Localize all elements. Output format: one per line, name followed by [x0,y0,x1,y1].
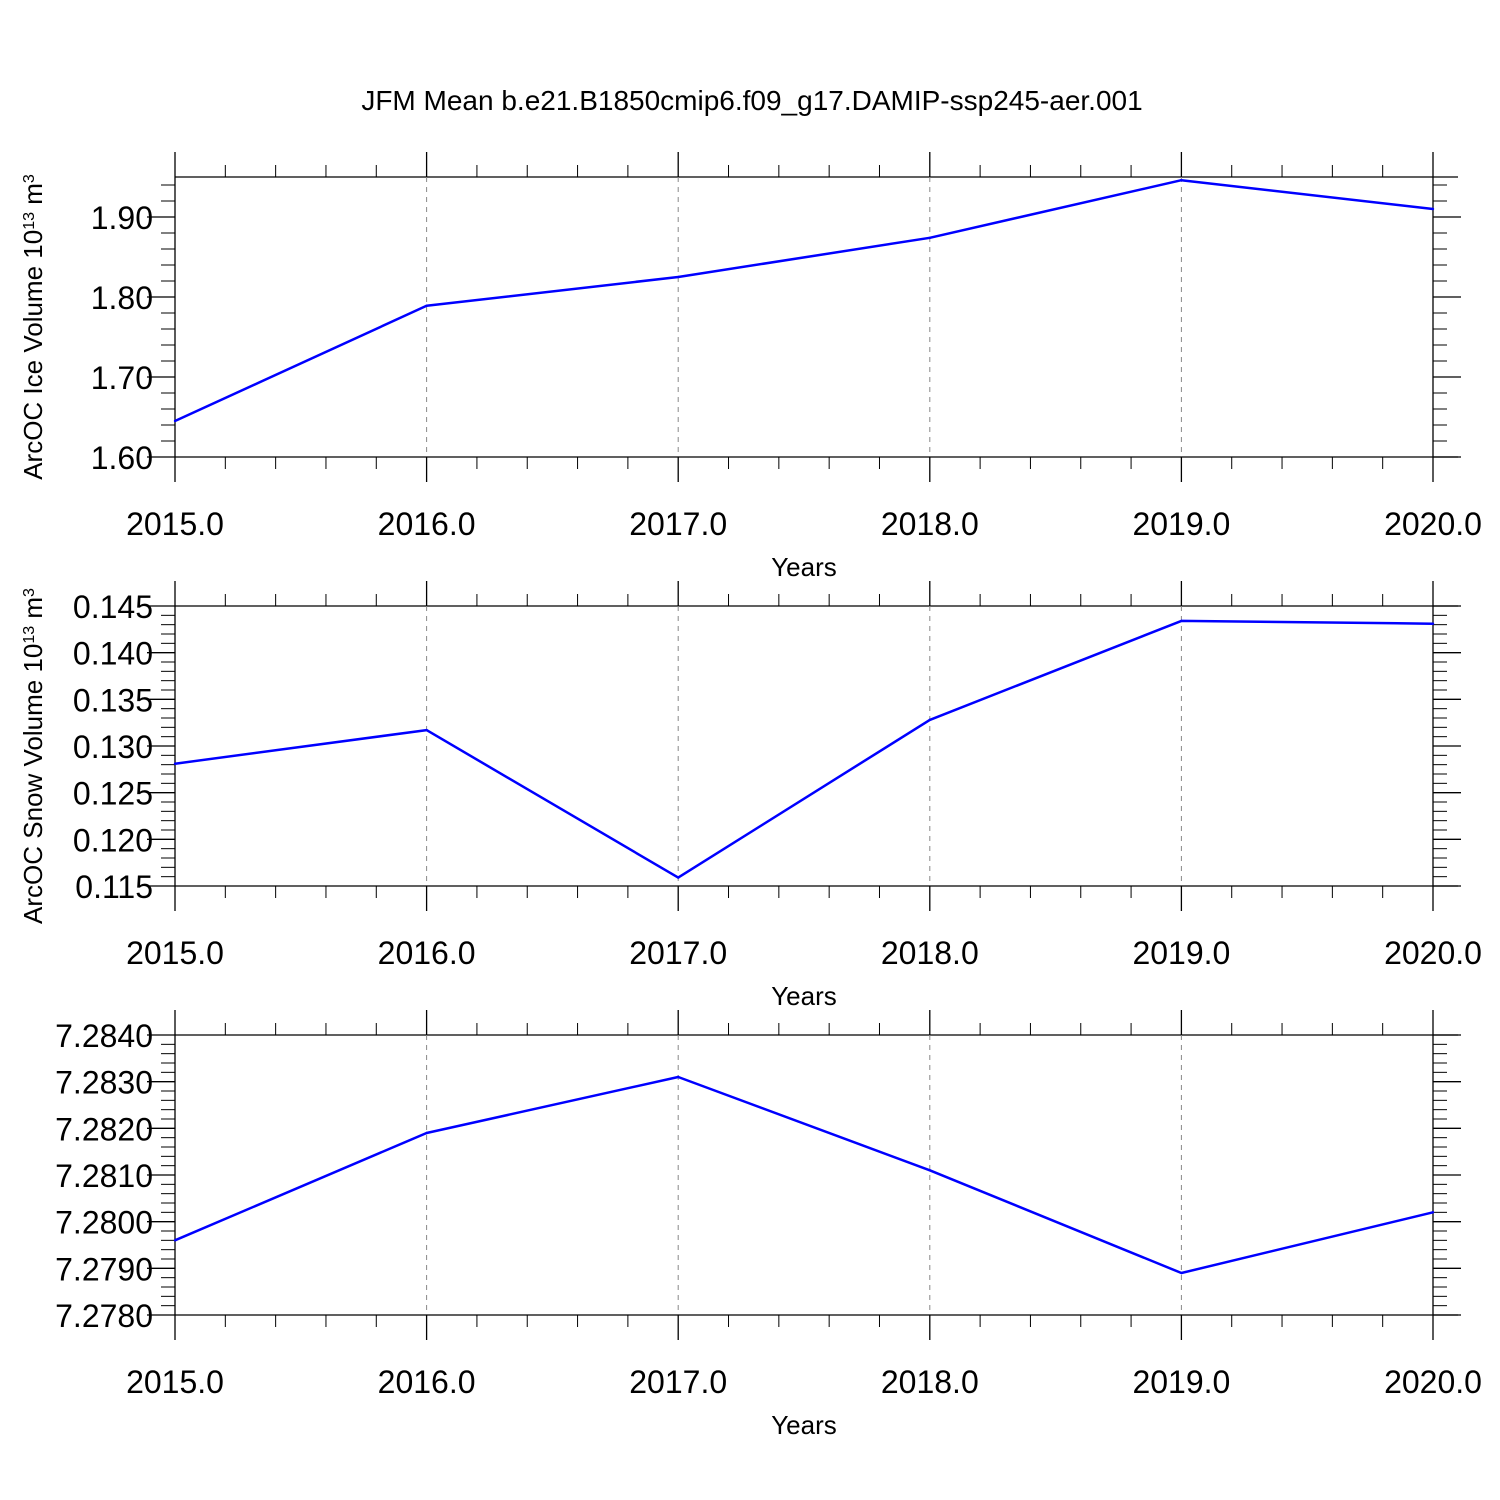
y-tick-label: 0.140 [73,636,153,672]
x-tick-label: 2020.0 [1384,935,1482,971]
data-point [928,236,931,239]
data-point [928,718,931,722]
data-point [1431,207,1435,211]
y-tick-label: 0.130 [73,729,153,765]
x-tick-label: 2016.0 [378,506,476,542]
x-tick-label: 2017.0 [629,1364,727,1400]
x-tick-label: 2015.0 [126,506,224,542]
data-point [425,304,428,307]
y-axis-label: ArcOC Ice Volume 1013 m3 [18,174,48,480]
x-tick-label: 2016.0 [378,935,476,971]
y-tick-label: 7.2780 [55,1298,153,1334]
x-tick-label: 2020.0 [1384,1364,1482,1400]
x-tick-label: 2020.0 [1384,506,1482,542]
y-tick-label: 1.90 [91,200,153,236]
panel-1: 2015.0 2016.0 2017.0 2018.0 2019.0 2020.0 Year… [18,152,1482,582]
y-tick-label: 1.60 [91,440,153,476]
series-line [174,178,1434,423]
x-tick-label: 2015.0 [126,1364,224,1400]
data-point [1180,619,1183,623]
x-tick-label: 2015.0 [126,935,224,971]
y-tick-label: 0.135 [73,682,153,718]
x-tick-label: 2017.0 [629,935,727,971]
x-tick-label: 2017.0 [629,506,727,542]
y-tick-label: 7.2800 [55,1205,153,1241]
data-point [173,1239,177,1242]
y-tick-label: 0.145 [73,589,153,625]
data-point [677,876,680,879]
x-tick-label: 2019.0 [1132,935,1230,971]
series-line [174,1075,1434,1275]
y-tick-label: 1.80 [91,280,153,316]
y-tick-label: 0.120 [73,822,153,858]
x-tick-label: 2016.0 [378,1364,476,1400]
x-tick-label: 2018.0 [881,935,979,971]
x-tick-label: 2018.0 [881,1364,979,1400]
y-tick-label: 7.2810 [55,1158,153,1194]
y-tick-label: 0.125 [73,776,153,812]
y-tick-label: 7.2820 [55,1111,153,1147]
y-tick-label: 7.2830 [55,1065,153,1101]
x-tick-label: 2019.0 [1132,506,1230,542]
figure-title: JFM Mean b.e21.B1850cmip6.f09_g17.DAMIP-… [361,85,1142,116]
data-point [1180,1271,1183,1275]
x-axis-label: Years [771,552,837,582]
y-tick-label: 7.2790 [55,1251,153,1287]
data-point [1431,1211,1435,1214]
x-tick-label: 2019.0 [1132,1364,1230,1400]
panel-3: 2015.0 2016.0 2017.0 2018.0 2019.0 2020.0 Year… [55,1010,1482,1440]
data-point [425,728,428,732]
data-point [928,1169,931,1172]
y-tick-label: 0.115 [75,869,153,905]
panels: 2015.0 2016.0 2017.0 2018.0 2019.0 2020.0 Year… [18,152,1482,1440]
series-line [174,619,1434,879]
data-point [173,762,177,765]
panel-2: 2015.0 2016.0 2017.0 2018.0 2019.0 2020.0 Year… [18,581,1482,1011]
y-tick-label: 7.2840 [55,1018,153,1054]
data-point [173,419,177,423]
x-axis-label: Years [771,1410,837,1440]
data-point [677,275,680,279]
x-axis-label: Years [771,981,837,1011]
x-tick-label: 2018.0 [881,506,979,542]
data-point [1431,622,1435,625]
y-axis-label: ArcOC Snow Volume 1013 m3 [18,588,48,924]
y-tick-label: 1.70 [91,360,153,396]
data-point [1180,179,1183,182]
data-point [425,1131,428,1135]
data-point [677,1075,680,1079]
